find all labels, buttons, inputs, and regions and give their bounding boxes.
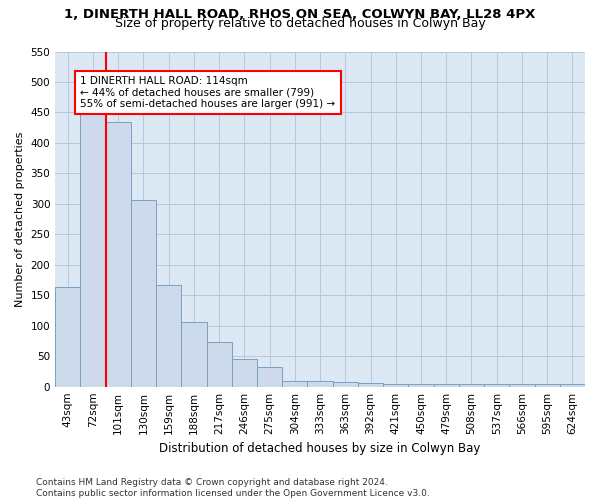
Bar — [358, 383, 383, 386]
Bar — [409, 384, 434, 386]
Bar — [535, 384, 560, 386]
Y-axis label: Number of detached properties: Number of detached properties — [15, 132, 25, 307]
Text: 1 DINERTH HALL ROAD: 114sqm
← 44% of detached houses are smaller (799)
55% of se: 1 DINERTH HALL ROAD: 114sqm ← 44% of det… — [80, 76, 335, 109]
X-axis label: Distribution of detached houses by size in Colwyn Bay: Distribution of detached houses by size … — [160, 442, 481, 455]
Bar — [383, 384, 409, 386]
Bar — [156, 285, 181, 386]
Bar — [131, 200, 156, 386]
Bar — [484, 384, 509, 386]
Bar — [459, 384, 484, 386]
Text: 1, DINERTH HALL ROAD, RHOS ON SEA, COLWYN BAY, LL28 4PX: 1, DINERTH HALL ROAD, RHOS ON SEA, COLWY… — [64, 8, 536, 20]
Bar — [282, 380, 307, 386]
Bar — [560, 384, 585, 386]
Bar — [106, 122, 131, 386]
Bar — [181, 322, 206, 386]
Bar — [307, 380, 332, 386]
Bar — [434, 384, 459, 386]
Text: Size of property relative to detached houses in Colwyn Bay: Size of property relative to detached ho… — [115, 18, 485, 30]
Bar — [509, 384, 535, 386]
Bar — [232, 360, 257, 386]
Bar — [206, 342, 232, 386]
Bar — [55, 288, 80, 386]
Text: Contains HM Land Registry data © Crown copyright and database right 2024.
Contai: Contains HM Land Registry data © Crown c… — [36, 478, 430, 498]
Bar — [332, 382, 358, 386]
Bar — [257, 366, 282, 386]
Bar — [80, 112, 106, 386]
